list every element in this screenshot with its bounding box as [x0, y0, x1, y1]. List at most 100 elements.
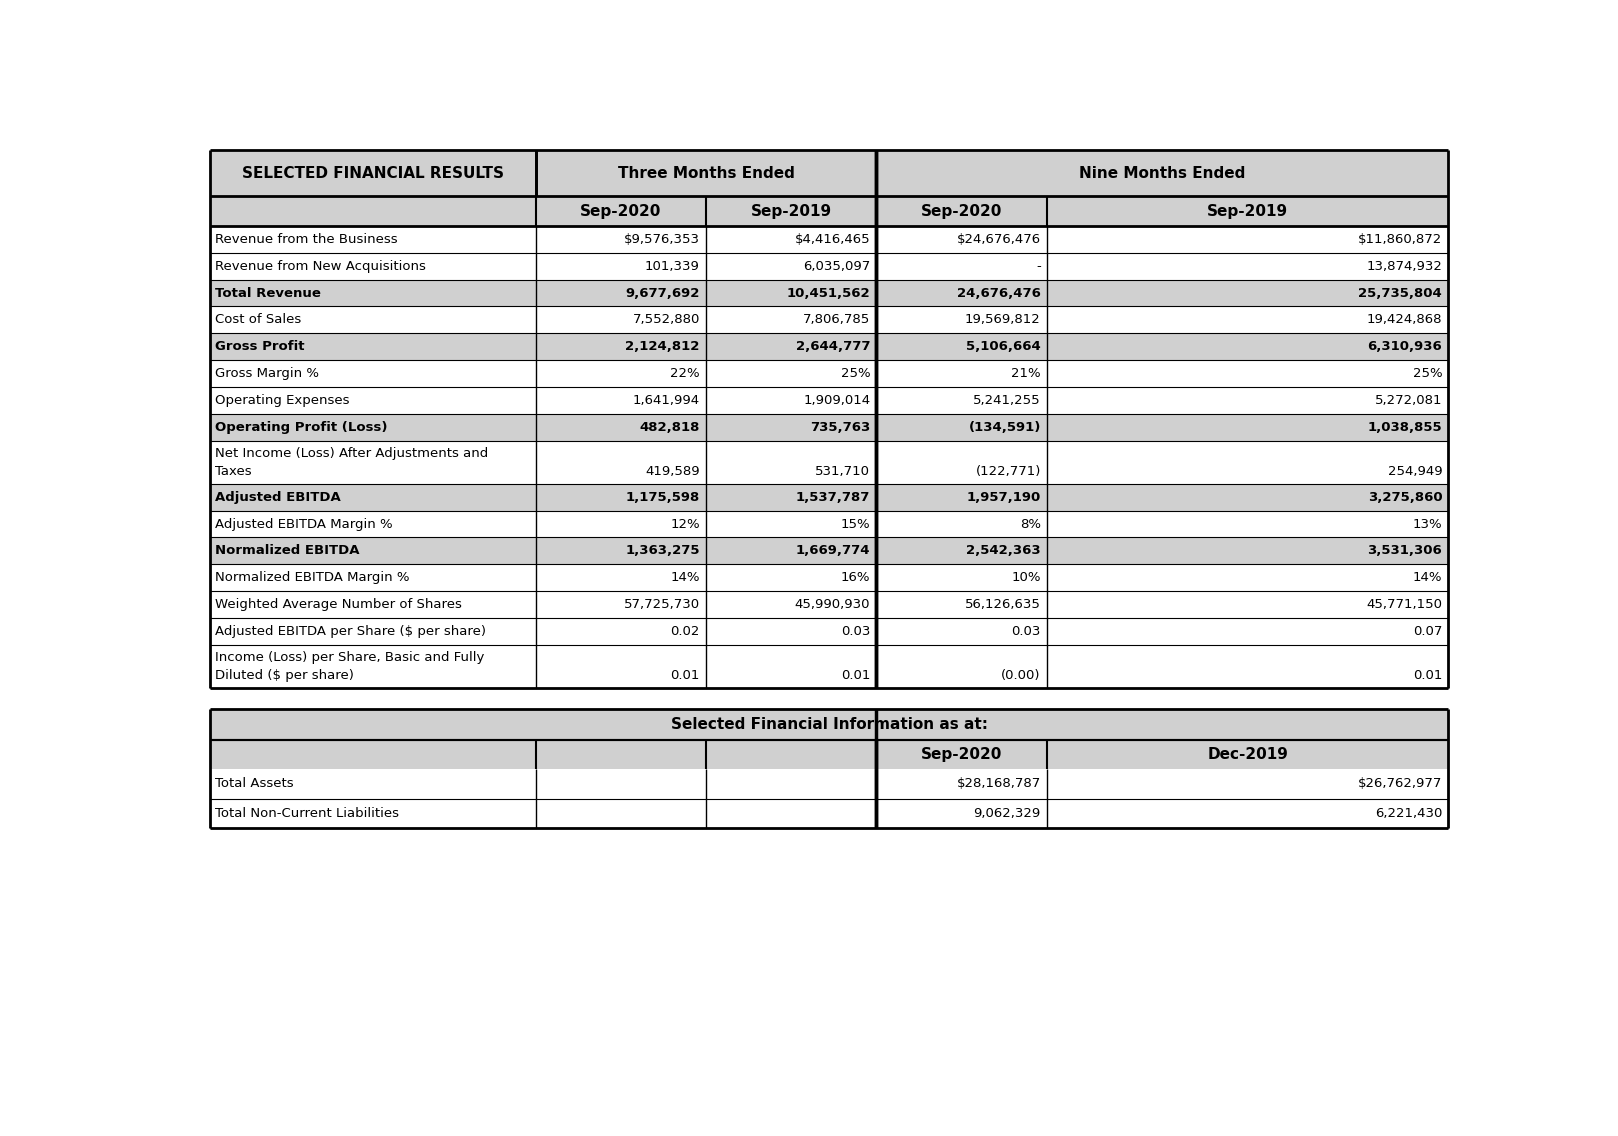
Text: Operating Expenses: Operating Expenses [215, 394, 349, 408]
Bar [210, 387, 1448, 415]
Text: 14%: 14% [670, 571, 701, 584]
Text: 13%: 13% [1413, 518, 1442, 531]
Text: 6,221,430: 6,221,430 [1375, 807, 1442, 820]
Text: 0.03: 0.03 [841, 625, 870, 638]
Text: Nine Months Ended: Nine Months Ended [1079, 166, 1246, 181]
Text: Sep-2019: Sep-2019 [1207, 203, 1288, 218]
Text: Diluted ($ per share): Diluted ($ per share) [215, 669, 354, 683]
Bar [210, 510, 1448, 537]
Text: Cost of Sales: Cost of Sales [215, 314, 301, 326]
Text: Revenue from New Acquisitions: Revenue from New Acquisitions [215, 259, 426, 273]
Text: 57,725,730: 57,725,730 [623, 599, 701, 611]
Text: 7,552,880: 7,552,880 [633, 314, 701, 326]
Text: 5,241,255: 5,241,255 [972, 394, 1040, 408]
Bar [210, 740, 1448, 769]
Text: 25%: 25% [841, 367, 870, 381]
Text: Income (Loss) per Share, Basic and Fully: Income (Loss) per Share, Basic and Fully [215, 651, 485, 663]
Text: Selected Financial Information as at:: Selected Financial Information as at: [671, 717, 987, 732]
Text: Sep-2020: Sep-2020 [921, 747, 1003, 762]
Text: 14%: 14% [1413, 571, 1442, 584]
Text: 101,339: 101,339 [646, 259, 701, 273]
Bar [210, 537, 1448, 565]
Bar [210, 226, 1448, 252]
Text: 5,106,664: 5,106,664 [966, 341, 1040, 353]
Text: 10%: 10% [1011, 571, 1040, 584]
Text: 531,710: 531,710 [815, 466, 870, 478]
Text: Revenue from the Business: Revenue from the Business [215, 233, 398, 245]
Bar [210, 484, 1448, 510]
Text: 2,124,812: 2,124,812 [626, 341, 701, 353]
Text: 2,542,363: 2,542,363 [966, 544, 1040, 558]
Bar [210, 415, 1448, 441]
Bar [210, 799, 1448, 828]
Text: $28,168,787: $28,168,787 [956, 777, 1040, 791]
Text: Dec-2019: Dec-2019 [1207, 747, 1288, 762]
Text: Adjusted EBITDA per Share ($ per share): Adjusted EBITDA per Share ($ per share) [215, 625, 487, 638]
Text: 9,062,329: 9,062,329 [974, 807, 1040, 820]
Text: 10,451,562: 10,451,562 [786, 286, 870, 300]
Text: $24,676,476: $24,676,476 [956, 233, 1040, 245]
Text: 6,035,097: 6,035,097 [803, 259, 870, 273]
Text: Gross Margin %: Gross Margin % [215, 367, 319, 381]
Text: 25%: 25% [1413, 367, 1442, 381]
Text: 8%: 8% [1019, 518, 1040, 531]
Text: 0.07: 0.07 [1413, 625, 1442, 638]
Text: 0.01: 0.01 [670, 669, 701, 683]
Text: Sep-2020: Sep-2020 [581, 203, 662, 218]
Text: (122,771): (122,771) [976, 466, 1040, 478]
Text: 419,589: 419,589 [646, 466, 701, 478]
Bar [210, 197, 1448, 226]
Text: 1,038,855: 1,038,855 [1367, 421, 1442, 434]
Bar [210, 150, 1448, 197]
Text: 2,644,777: 2,644,777 [796, 341, 870, 353]
Text: 0.01: 0.01 [841, 669, 870, 683]
Text: Operating Profit (Loss): Operating Profit (Loss) [215, 421, 388, 434]
Text: 19,424,868: 19,424,868 [1367, 314, 1442, 326]
Text: 1,957,190: 1,957,190 [966, 491, 1040, 503]
Text: 1,641,994: 1,641,994 [633, 394, 701, 408]
Text: $11,860,872: $11,860,872 [1358, 233, 1442, 245]
Text: 9,677,692: 9,677,692 [626, 286, 701, 300]
Text: $26,762,977: $26,762,977 [1358, 777, 1442, 791]
Bar [210, 441, 1448, 484]
Text: 12%: 12% [670, 518, 701, 531]
Text: 45,990,930: 45,990,930 [794, 599, 870, 611]
Text: Adjusted EBITDA: Adjusted EBITDA [215, 491, 341, 503]
Text: 13,874,932: 13,874,932 [1366, 259, 1442, 273]
Text: Adjusted EBITDA Margin %: Adjusted EBITDA Margin % [215, 518, 393, 531]
Text: Weighted Average Number of Shares: Weighted Average Number of Shares [215, 599, 463, 611]
Bar [210, 645, 1448, 687]
Text: (0.00): (0.00) [1002, 669, 1040, 683]
Text: Normalized EBITDA Margin %: Normalized EBITDA Margin % [215, 571, 409, 584]
Text: 1,537,787: 1,537,787 [796, 491, 870, 503]
Bar [210, 252, 1448, 279]
Bar [210, 565, 1448, 592]
Text: 1,909,014: 1,909,014 [803, 394, 870, 408]
Text: 24,676,476: 24,676,476 [956, 286, 1040, 300]
Text: Gross Profit: Gross Profit [215, 341, 304, 353]
Bar [210, 618, 1448, 645]
Text: 0.01: 0.01 [1413, 669, 1442, 683]
Text: 22%: 22% [670, 367, 701, 381]
Text: Normalized EBITDA: Normalized EBITDA [215, 544, 359, 558]
Text: 1,175,598: 1,175,598 [626, 491, 701, 503]
Text: 15%: 15% [841, 518, 870, 531]
Text: Sep-2020: Sep-2020 [921, 203, 1003, 218]
Text: 6,310,936: 6,310,936 [1367, 341, 1442, 353]
Text: 25,735,804: 25,735,804 [1359, 286, 1442, 300]
Text: 56,126,635: 56,126,635 [964, 599, 1040, 611]
Text: Total Revenue: Total Revenue [215, 286, 322, 300]
Text: Total Non-Current Liabilities: Total Non-Current Liabilities [215, 807, 400, 820]
Text: 3,531,306: 3,531,306 [1367, 544, 1442, 558]
Bar [210, 307, 1448, 334]
Text: Net Income (Loss) After Adjustments and: Net Income (Loss) After Adjustments and [215, 446, 489, 460]
Text: $9,576,353: $9,576,353 [625, 233, 701, 245]
Bar [210, 709, 1448, 740]
Text: Total Assets: Total Assets [215, 777, 294, 791]
Text: 0.02: 0.02 [670, 625, 701, 638]
Text: 7,806,785: 7,806,785 [803, 314, 870, 326]
Text: 735,763: 735,763 [811, 421, 870, 434]
Text: -: - [1036, 259, 1040, 273]
Bar [210, 769, 1448, 799]
Text: 254,949: 254,949 [1388, 466, 1442, 478]
